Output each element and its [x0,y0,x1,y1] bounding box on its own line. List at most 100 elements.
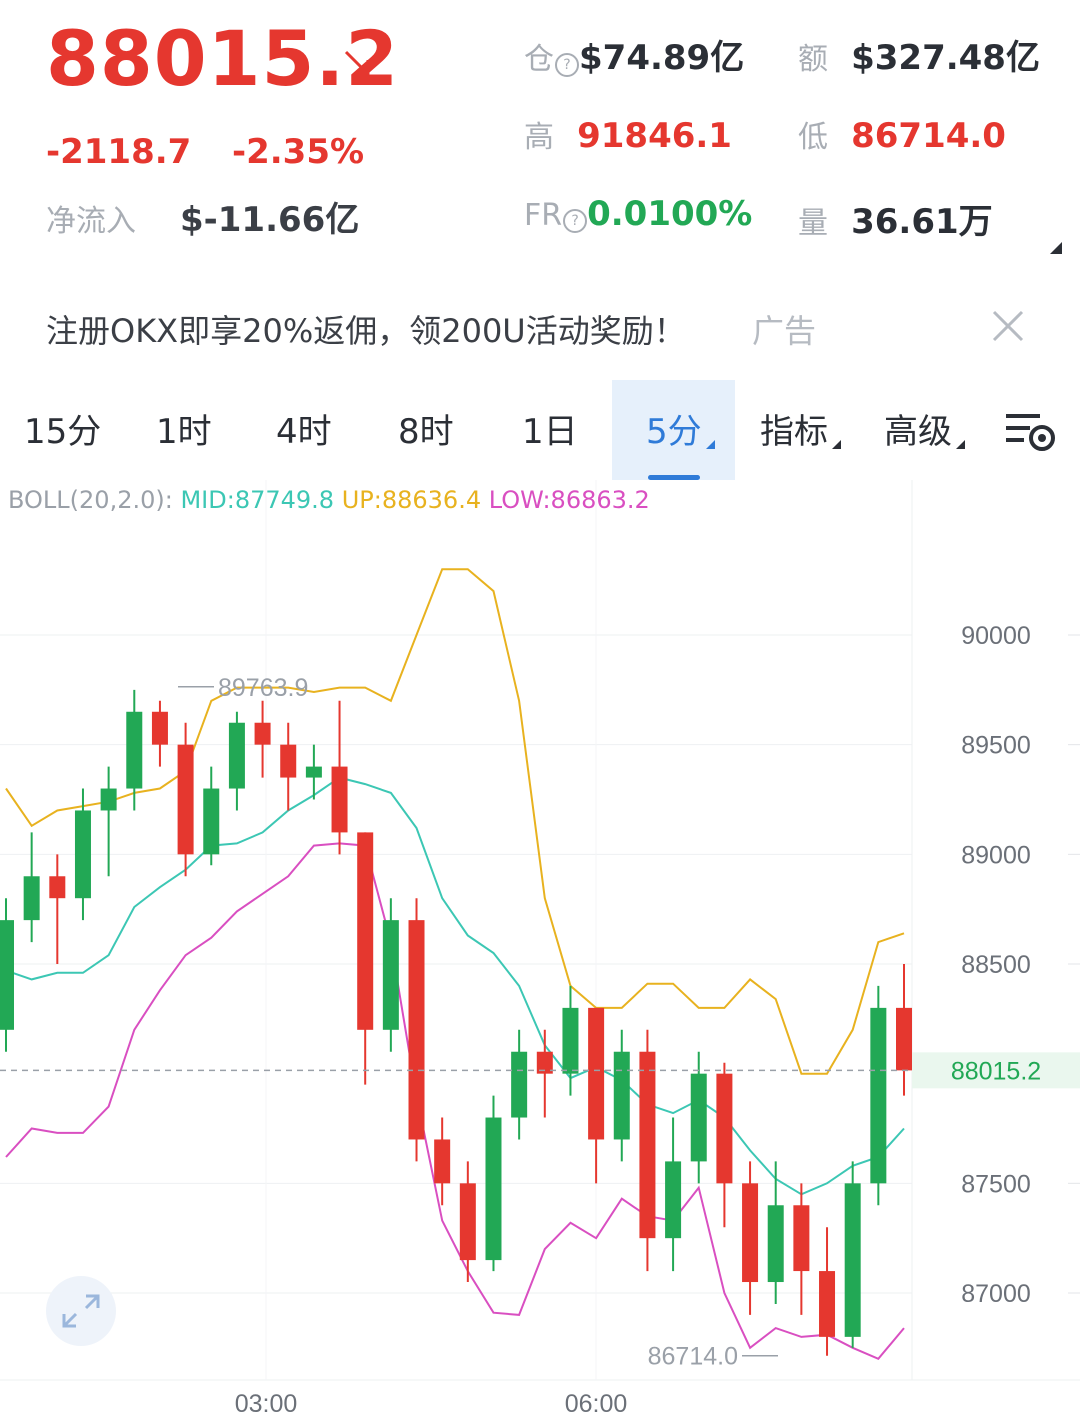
turnover-value: $327.48亿 [851,38,1040,78]
close-icon[interactable] [988,306,1028,346]
volume: 量 36.61万 [798,194,993,243]
high-value: 91846.1 [577,116,732,156]
funding-rate-value: 0.0100% [587,194,753,234]
funding-rate-label: FR [524,198,563,233]
x-tick-label: 03:00 [235,1390,298,1418]
volume-label: 量 [798,206,828,241]
tab-1h[interactable]: 1时 [156,412,212,452]
tab-1d[interactable]: 1日 [522,412,578,452]
open-interest-value: $74.89亿 [579,38,745,78]
down-arrow-icon [344,50,370,76]
candle-body [382,920,399,1030]
candle-body [126,711,143,789]
y-tick-label: 89500 [961,732,1031,760]
last-price: 88015.2 [46,14,400,103]
candle-body [434,1139,451,1184]
candle-body [896,1007,912,1071]
tab-advanced[interactable]: 高级 [884,380,965,480]
volume-value: 36.61万 [851,202,993,242]
candle-body [280,744,297,778]
net-inflow-value: $-11.66亿 [180,200,360,240]
candle-body [639,1051,656,1239]
boll-up: UP:88636.4 [341,486,482,514]
chart-settings-icon[interactable] [1004,410,1058,454]
candle-body [100,788,117,811]
candle-body [305,766,322,778]
candle-body [511,1051,528,1118]
candle-body [485,1117,502,1261]
tab-15m[interactable]: 15分 [24,412,102,452]
tab-4h[interactable]: 4时 [276,412,332,452]
low-value: 86714.0 [851,116,1006,156]
timeframe-tabs: 15分 1时 4时 8时 1日 5分 指标 高级 [0,380,1080,480]
candle-body [203,788,220,855]
boll-low-line [5,842,905,1361]
candle-body [23,876,40,921]
candle-body [562,1007,579,1074]
price-change-percent: -2.35% [232,132,365,172]
y-tick-label: 88500 [961,951,1031,979]
candle-body [613,1051,630,1140]
ad-tag: 广告 [752,312,817,350]
candle-body [357,832,374,1030]
boll-up-line [5,568,905,1075]
candle-body [459,1183,476,1261]
current-price-tag [912,1052,1080,1089]
high-marker-label: 89763.9 [218,674,308,702]
open-interest-label: 仓 [524,42,554,77]
boll-mid: MID:87749.8 [180,486,335,514]
tab-5m[interactable]: 5分 [612,380,735,480]
fullscreen-button[interactable] [46,1276,116,1346]
help-icon[interactable]: ? [563,208,588,233]
ad-banner-text[interactable]: 注册OKX即享20%返佣，领200U活动奖励！ [46,312,686,350]
tab-indicators-label: 指标 [760,412,828,452]
tab-indicators[interactable]: 指标 [760,380,841,480]
open-interest[interactable]: 仓? $74.89亿 [524,30,744,79]
boll-name: BOLL(20,2.0): [8,486,173,514]
candle-body [228,722,245,789]
expand-icon [62,1294,100,1328]
candle-body [49,876,66,899]
boll-low: LOW:86863.2 [488,486,650,514]
expand-corner-icon[interactable] [1050,242,1062,254]
candle-body [0,920,14,1030]
low-marker-label: 86714.0 [648,1343,738,1371]
kline-chart[interactable]: 90000 89500 89000 88500 87500 87000 03:00 06:00… [0,480,1080,1420]
y-tick-label: 89000 [961,841,1031,869]
y-tick-label: 87500 [961,1170,1031,1198]
candle-body [742,1183,759,1283]
low-price: 低 86714.0 [798,112,1006,156]
high-label: 高 [524,120,554,155]
current-price-label: 88015.2 [951,1057,1041,1085]
candle-body [793,1205,810,1272]
candle-body [665,1161,682,1239]
boll-mid-line [5,776,905,1196]
candle-body [408,920,425,1140]
price-change: -2118.7 [46,132,192,172]
caret-icon [705,440,715,449]
candle-body [767,1205,784,1283]
high-price: 高 91846.1 [524,112,732,156]
low-label: 低 [798,120,828,155]
candle-body [536,1051,553,1074]
x-tick-label: 06:00 [565,1390,628,1418]
tab-8h[interactable]: 8时 [398,412,454,452]
funding-rate[interactable]: FR? 0.0100% [524,194,752,234]
active-tab-indicator [648,475,700,480]
y-tick-label: 90000 [961,622,1031,650]
y-tick-label: 87000 [961,1280,1031,1308]
candle-body [254,722,271,745]
candle-body [74,810,91,899]
turnover-amount: 额 $327.48亿 [798,30,1040,79]
tab-5m-label: 5分 [646,412,702,452]
candle-body [870,1007,887,1184]
turnover-label: 额 [798,42,828,77]
candle-body [331,766,348,833]
candle-body [690,1073,707,1162]
help-icon[interactable]: ? [555,52,579,77]
candle-body [716,1073,733,1184]
candle-body [151,711,168,745]
boll-indicator-row: BOLL(20,2.0): MID:87749.8 UP:88636.4 LOW… [8,486,650,514]
caret-icon [832,440,841,449]
tab-advanced-label: 高级 [884,412,952,452]
